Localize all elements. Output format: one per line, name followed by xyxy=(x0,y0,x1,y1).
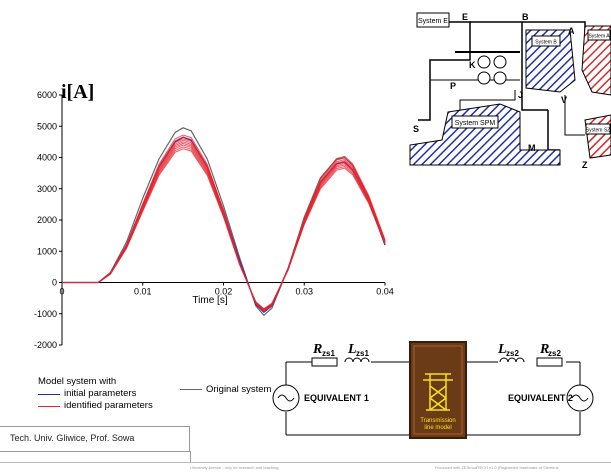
label-l2: L xyxy=(497,342,507,357)
footer-tiny-right: Produced with ZESmodTECH v1.0 (Registere… xyxy=(435,465,559,470)
diagram-label-system-sz: System SZ xyxy=(586,128,610,134)
label-r2: R xyxy=(539,342,549,357)
legend-swatch-initial xyxy=(38,393,60,395)
node-e: E xyxy=(462,12,468,22)
legend-item-original: Original system xyxy=(180,384,271,395)
x-tick-label: 0.02 xyxy=(215,287,233,297)
y-tick-label: -2000 xyxy=(34,340,57,350)
diagram-label-system-spm: System SPM xyxy=(455,120,496,127)
label-l1: L xyxy=(347,342,357,357)
chart-series xyxy=(62,127,386,317)
y-tick-label: 0 xyxy=(52,278,57,288)
tower-caption-1: Transmission xyxy=(420,418,455,424)
x-tick-label: 0.04 xyxy=(376,287,394,297)
legend-item-identified: identified parameters xyxy=(38,400,153,412)
legend-swatch-original xyxy=(180,389,202,390)
node-s: S xyxy=(413,124,419,134)
legend-title: Model system with xyxy=(38,376,117,387)
x-tick-label: 0 xyxy=(59,287,64,297)
node-j: J xyxy=(518,90,523,100)
y-tick-label: 5000 xyxy=(37,121,57,131)
footer-tiny-left: University license - only for research a… xyxy=(190,465,279,470)
series-original-system xyxy=(62,127,386,317)
series-identified-parameters-9 xyxy=(62,134,386,312)
footer-box xyxy=(0,451,191,462)
y-tick-label: 6000 xyxy=(37,90,57,100)
bottom-rule xyxy=(0,462,611,463)
legend-label-identified: identified parameters xyxy=(64,400,153,411)
transmission-line-box xyxy=(409,341,467,439)
diagram-label-system-b: System B xyxy=(535,40,557,46)
footer-credit: Tech. Univ. Gliwice, Prof. Sowa xyxy=(0,426,190,451)
legend-label-initial: initial parameters xyxy=(64,388,137,399)
y-tick-label: 4000 xyxy=(37,153,57,163)
circuit-diagram: R zs1 L zs1 L zs2 R zs2 EQUIVALENT 1 EQU… xyxy=(272,341,594,439)
y-tick-label: 3000 xyxy=(37,184,57,194)
label-r2-sub: zs2 xyxy=(548,349,561,358)
x-tick-label: 0.03 xyxy=(295,287,313,297)
power-system-diagram: System E System B System A System SPM Sy… xyxy=(409,8,611,171)
x-tick-label: 0.01 xyxy=(134,287,152,297)
label-l2-sub: zs2 xyxy=(506,349,519,358)
node-b: B xyxy=(522,12,529,22)
resistor-rzs1 xyxy=(311,357,338,367)
equivalent-2-label: EQUIVALENT 2 xyxy=(508,393,573,403)
legend-item-initial: initial parameters xyxy=(38,388,153,400)
equivalent-1-label: EQUIVALENT 1 xyxy=(304,393,369,403)
node-k: K xyxy=(469,60,476,70)
inductor-lzs1 xyxy=(344,357,370,363)
node-v: V xyxy=(561,95,567,105)
tower-caption-2: line model xyxy=(424,425,451,431)
transmission-tower-icon xyxy=(423,373,453,411)
y-tick-label: -1000 xyxy=(34,309,57,319)
node-p: P xyxy=(450,81,456,91)
node-a: A xyxy=(568,26,575,36)
resistor-rzs2 xyxy=(536,357,563,367)
y-tick-label: 1000 xyxy=(37,246,57,256)
node-m: M xyxy=(528,143,536,153)
diagram-label-system-a: System A xyxy=(588,34,610,40)
x-axis-label: Time [s] xyxy=(192,295,227,306)
node-z: Z xyxy=(582,160,588,170)
legend-label-original: Original system xyxy=(206,384,272,395)
inductor-lzs2 xyxy=(499,357,525,363)
y-axis-label: i[A] xyxy=(61,81,94,103)
label-r1-sub: zs1 xyxy=(322,349,335,358)
chart-axes: -2000 -1000 0 1000 2000 3000 4000 5000 6000 0 0.01… xyxy=(34,90,394,350)
label-r1: R xyxy=(312,342,322,357)
label-l1-sub: zs1 xyxy=(356,349,369,358)
diagram-label-system-e: System E xyxy=(418,18,448,25)
legend-swatch-identified xyxy=(38,405,60,407)
y-tick-label: 2000 xyxy=(37,215,57,225)
legend: Model system with initial parameters ide… xyxy=(38,376,153,412)
